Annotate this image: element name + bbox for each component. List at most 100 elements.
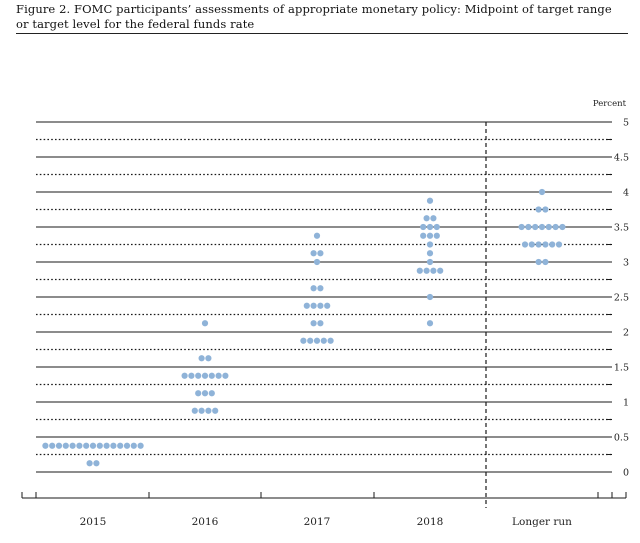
participant-dot xyxy=(423,267,430,274)
x-category-label: 2017 xyxy=(304,516,331,528)
chart-title: Figure 2. FOMC participants’ assessments… xyxy=(16,2,612,31)
participant-dot xyxy=(310,285,317,292)
participant-dot xyxy=(426,197,434,204)
participant-dot xyxy=(313,258,321,266)
participant-dot xyxy=(188,372,195,379)
participant-dot xyxy=(521,241,529,248)
participant-dot xyxy=(181,372,188,379)
y-tick-label: 4.5 xyxy=(614,153,629,164)
axes xyxy=(21,121,627,508)
participant-dot xyxy=(307,337,314,344)
gridlines xyxy=(36,121,612,473)
participant-dot xyxy=(426,320,434,327)
participant-dot xyxy=(83,442,90,449)
y-tick-label: 4 xyxy=(623,188,629,199)
y-tick-label: 3.5 xyxy=(614,223,629,234)
participant-dot xyxy=(76,442,83,449)
participant-dot xyxy=(205,407,212,414)
participant-dot xyxy=(542,241,549,248)
participant-dot xyxy=(549,241,556,248)
participant-dot xyxy=(320,337,327,344)
participant-dot xyxy=(96,442,103,449)
participant-dot xyxy=(426,250,434,257)
x-category-label: 2016 xyxy=(192,516,219,528)
participant-dot xyxy=(545,223,552,231)
y-tick-label: 2.5 xyxy=(614,293,629,304)
participant-dot xyxy=(538,188,546,196)
x-category-label: 2015 xyxy=(80,516,107,528)
participant-dot xyxy=(123,442,131,449)
participant-dot xyxy=(93,460,100,467)
participant-dot xyxy=(317,302,324,309)
participant-dot xyxy=(215,372,222,379)
participant-dot xyxy=(313,232,321,239)
y-tick-label: 0 xyxy=(623,468,629,479)
participant-dot xyxy=(201,372,209,379)
participant-dot xyxy=(528,241,535,248)
participant-dot xyxy=(55,442,63,449)
participant-dot xyxy=(69,442,76,449)
participant-dot xyxy=(317,285,324,292)
participant-dot xyxy=(205,355,212,362)
participant-dot xyxy=(426,241,434,248)
participant-dot xyxy=(535,241,542,248)
participant-dot xyxy=(535,258,542,266)
participant-dot xyxy=(433,232,440,239)
y-tick-label: 1.5 xyxy=(614,363,629,374)
participant-dot xyxy=(532,223,539,231)
participant-dot xyxy=(416,267,423,274)
participant-dot xyxy=(542,258,549,266)
participant-dot xyxy=(426,258,434,266)
participant-dot xyxy=(426,293,434,301)
participant-dot xyxy=(300,337,307,344)
data-dots xyxy=(42,188,566,467)
y-tick-label: 5 xyxy=(623,118,629,129)
participant-dot xyxy=(426,232,434,239)
participant-dot xyxy=(555,241,563,248)
participant-dot xyxy=(313,337,321,344)
y-tick-label: 2 xyxy=(623,328,629,339)
participant-dot xyxy=(552,223,559,231)
participant-dot xyxy=(525,223,532,231)
participant-dot xyxy=(191,407,198,414)
x-category-label: Longer run xyxy=(512,516,572,528)
participant-dot xyxy=(208,372,215,379)
participant-dot xyxy=(426,223,434,231)
participant-dot xyxy=(327,337,334,344)
y-tick-label: 3 xyxy=(623,258,629,269)
participant-dot xyxy=(49,442,56,449)
participant-dot xyxy=(222,372,229,379)
participant-dot xyxy=(137,442,144,449)
participant-dot xyxy=(542,206,549,213)
y-tick-label: 0.5 xyxy=(614,433,629,444)
participant-dot xyxy=(430,267,437,274)
participant-dot xyxy=(195,372,202,379)
participant-dot xyxy=(317,320,324,327)
participant-dot xyxy=(198,355,205,362)
participant-dot xyxy=(201,390,209,397)
participant-dot xyxy=(430,215,437,222)
unit-label: Percent xyxy=(593,99,627,109)
y-tick-label: 1 xyxy=(623,398,629,409)
participant-dot xyxy=(437,267,444,274)
participant-dot xyxy=(89,442,97,449)
participant-dot xyxy=(117,442,124,449)
participant-dot xyxy=(420,232,427,239)
participant-dot xyxy=(518,223,525,231)
participant-dot xyxy=(538,223,546,231)
participant-dot xyxy=(110,442,117,449)
participant-dot xyxy=(317,250,324,257)
x-category-label: 2018 xyxy=(417,516,444,528)
participant-dot xyxy=(310,302,317,309)
participant-dot xyxy=(103,442,110,449)
participant-dot xyxy=(201,320,209,327)
participant-dot xyxy=(42,442,49,449)
participant-dot xyxy=(208,390,215,397)
participant-dot xyxy=(433,223,440,231)
participant-dot xyxy=(86,460,93,467)
participant-dot xyxy=(303,302,310,309)
participant-dot xyxy=(198,407,205,414)
participant-dot xyxy=(212,407,219,414)
participant-dot xyxy=(420,223,427,231)
